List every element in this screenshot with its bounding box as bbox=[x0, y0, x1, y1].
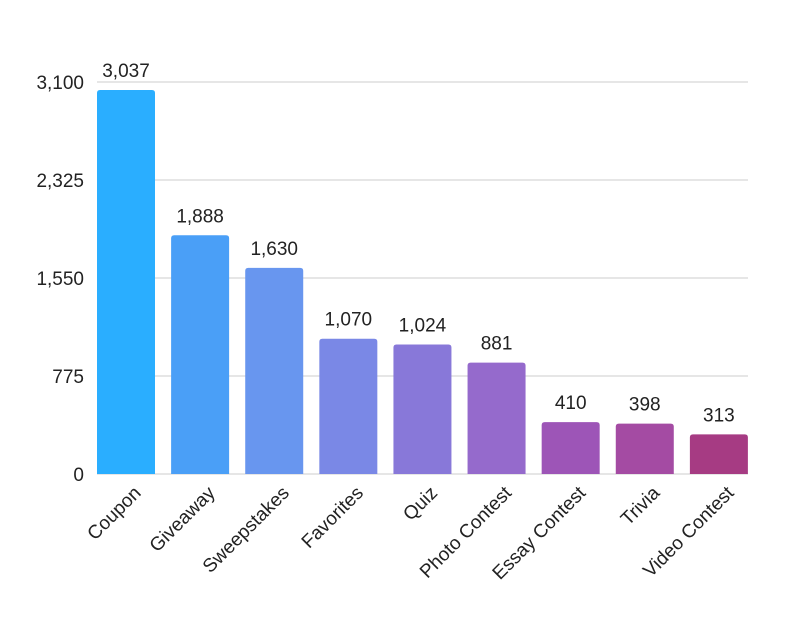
bar-quiz bbox=[393, 344, 452, 474]
bar-sweepstakes bbox=[245, 267, 304, 474]
value-label: 313 bbox=[703, 405, 735, 426]
bars bbox=[97, 89, 748, 474]
value-label: 398 bbox=[629, 395, 661, 416]
category-label: Quiz bbox=[399, 483, 441, 525]
value-label: 881 bbox=[481, 334, 513, 355]
y-tick-label: 0 bbox=[73, 465, 84, 486]
value-label: 3,037 bbox=[102, 61, 150, 82]
category-label: Coupon bbox=[84, 483, 146, 545]
y-tick-label: 1,550 bbox=[36, 269, 84, 290]
value-labels: 3,037 1,888 1,630 1,070 1,024 881 410 398 313 bbox=[102, 61, 735, 426]
y-tick-label: 2,325 bbox=[36, 171, 84, 192]
category-label: Giveaway bbox=[146, 482, 220, 556]
bar-photo-contest bbox=[467, 362, 526, 474]
y-tick-label: 775 bbox=[52, 367, 84, 388]
bar-essay-contest bbox=[541, 422, 600, 474]
value-label: 1,024 bbox=[399, 316, 447, 337]
category-label: Trivia bbox=[617, 482, 664, 529]
bar-video-contest bbox=[689, 434, 748, 474]
y-tick-label: 3,100 bbox=[36, 73, 84, 94]
value-label: 1,070 bbox=[325, 310, 373, 331]
value-label: 1,888 bbox=[176, 206, 224, 227]
bar-coupon bbox=[97, 89, 155, 474]
bar-giveaway bbox=[171, 235, 230, 474]
bar-favorites bbox=[319, 338, 378, 474]
y-axis-ticks: 0 775 1,550 2,325 3,100 bbox=[36, 73, 84, 486]
category-label: Favorites bbox=[298, 483, 368, 553]
value-label: 410 bbox=[555, 393, 587, 414]
bar-trivia bbox=[615, 423, 674, 474]
value-label: 1,630 bbox=[250, 239, 298, 260]
